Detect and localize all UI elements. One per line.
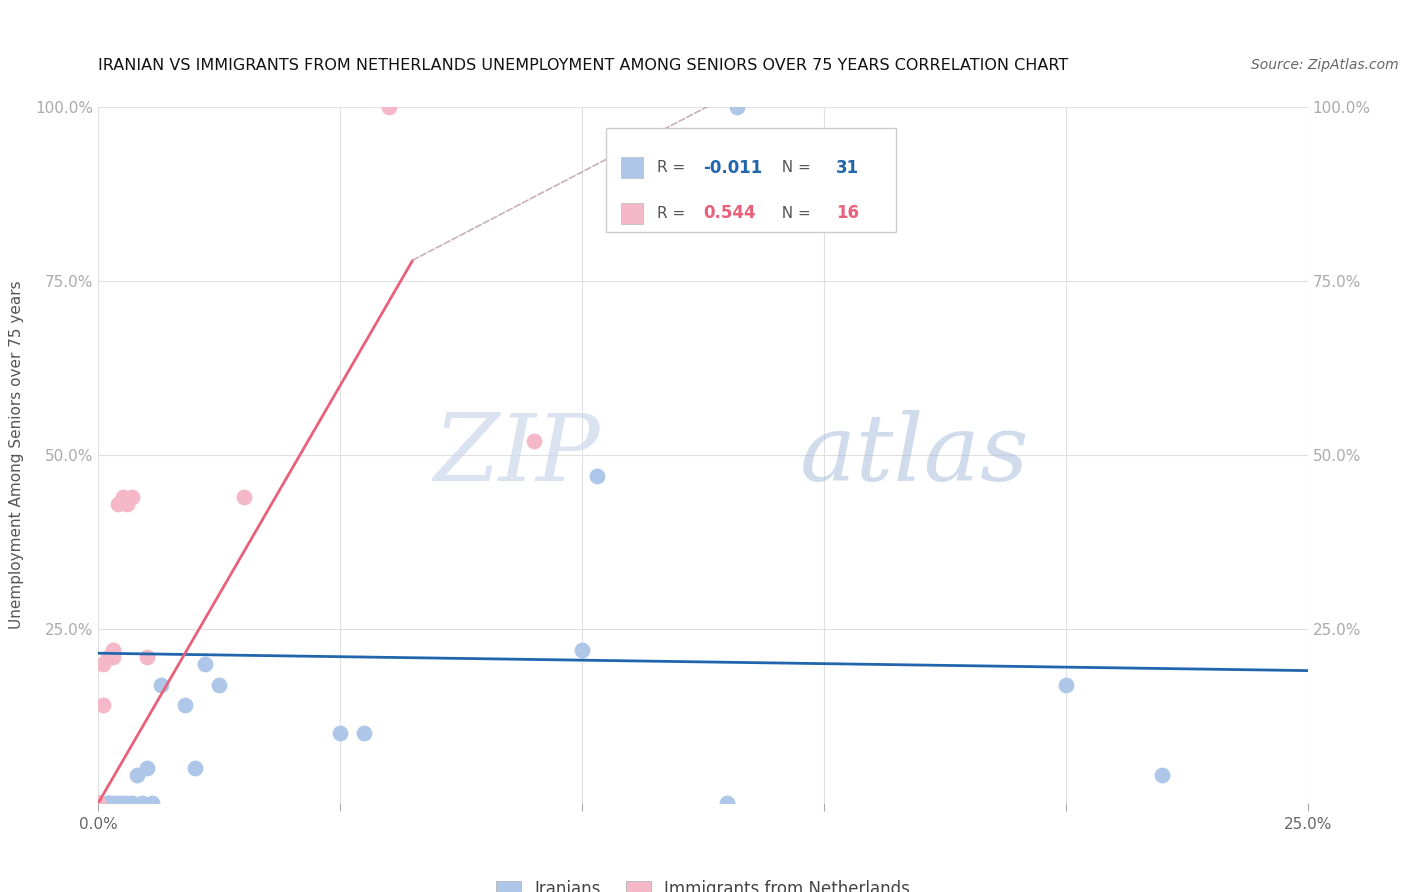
Point bbox=[111, 490, 134, 504]
Point bbox=[131, 796, 153, 810]
Text: ZIP: ZIP bbox=[433, 410, 600, 500]
Legend: Iranians, Immigrants from Netherlands: Iranians, Immigrants from Netherlands bbox=[489, 874, 917, 892]
Point bbox=[87, 796, 110, 810]
Text: N =: N = bbox=[772, 206, 815, 221]
Text: 0.544: 0.544 bbox=[703, 204, 755, 222]
Point bbox=[87, 796, 110, 810]
Point bbox=[91, 698, 114, 713]
Point bbox=[97, 796, 120, 810]
Point bbox=[87, 796, 110, 810]
Point bbox=[87, 796, 110, 810]
Text: IRANIAN VS IMMIGRANTS FROM NETHERLANDS UNEMPLOYMENT AMONG SENIORS OVER 75 YEARS : IRANIAN VS IMMIGRANTS FROM NETHERLANDS U… bbox=[98, 58, 1069, 73]
Point bbox=[87, 796, 110, 810]
Point bbox=[571, 642, 593, 657]
Point bbox=[87, 796, 110, 810]
Point bbox=[716, 796, 738, 810]
Point bbox=[101, 796, 124, 810]
Point bbox=[232, 490, 254, 504]
Point bbox=[117, 796, 139, 810]
Point bbox=[97, 796, 120, 810]
Point bbox=[585, 468, 607, 483]
Point bbox=[141, 796, 163, 810]
Point bbox=[87, 796, 110, 810]
Point bbox=[121, 490, 143, 504]
Text: -0.011: -0.011 bbox=[703, 159, 762, 177]
Point bbox=[97, 649, 120, 664]
FancyBboxPatch shape bbox=[606, 128, 897, 232]
Point bbox=[91, 657, 114, 671]
Text: 16: 16 bbox=[837, 204, 859, 222]
Point bbox=[87, 796, 110, 810]
Point bbox=[117, 497, 139, 511]
Point bbox=[725, 100, 748, 114]
Point bbox=[87, 796, 110, 810]
Y-axis label: Unemployment Among Seniors over 75 years: Unemployment Among Seniors over 75 years bbox=[10, 281, 24, 629]
Point bbox=[353, 726, 375, 740]
Point bbox=[1054, 677, 1077, 691]
Text: 31: 31 bbox=[837, 159, 859, 177]
Point bbox=[1152, 768, 1174, 782]
Point bbox=[150, 677, 173, 691]
Point bbox=[135, 649, 157, 664]
FancyBboxPatch shape bbox=[621, 203, 643, 224]
Point bbox=[377, 100, 399, 114]
Point bbox=[101, 649, 124, 664]
Point bbox=[174, 698, 197, 713]
Point bbox=[121, 796, 143, 810]
Text: R =: R = bbox=[657, 206, 690, 221]
Point bbox=[101, 642, 124, 657]
Point bbox=[208, 677, 231, 691]
Text: R =: R = bbox=[657, 160, 690, 175]
Point bbox=[127, 768, 149, 782]
Point bbox=[329, 726, 352, 740]
Point bbox=[523, 434, 546, 448]
Point bbox=[97, 796, 120, 810]
Text: Source: ZipAtlas.com: Source: ZipAtlas.com bbox=[1251, 58, 1399, 72]
Point bbox=[107, 497, 129, 511]
Point bbox=[107, 796, 129, 810]
FancyBboxPatch shape bbox=[621, 157, 643, 178]
Point bbox=[184, 761, 207, 775]
Point bbox=[135, 761, 157, 775]
Text: N =: N = bbox=[772, 160, 815, 175]
Point bbox=[111, 796, 134, 810]
Text: atlas: atlas bbox=[800, 410, 1029, 500]
Point bbox=[194, 657, 217, 671]
